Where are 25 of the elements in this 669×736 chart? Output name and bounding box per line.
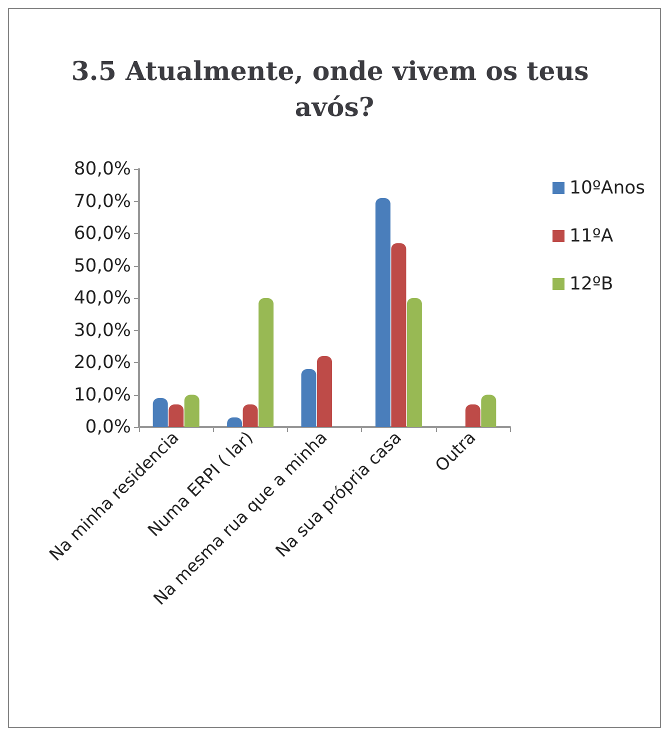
legend-label: 11ºA	[570, 226, 614, 246]
bar	[481, 394, 496, 427]
legend-label: 12ºB	[570, 274, 614, 294]
bar	[391, 243, 406, 427]
bar	[375, 198, 390, 427]
y-tick-label: 70,0%	[74, 190, 131, 212]
y-tick-label: 30,0%	[74, 320, 131, 341]
y-tick-label: 10,0%	[74, 384, 131, 406]
bar	[168, 404, 184, 427]
y-tick-label: 0,0%	[85, 416, 131, 438]
legend-label: 10ºAnos	[570, 178, 645, 198]
y-tick-label: 80,0%	[74, 158, 131, 180]
bar	[406, 298, 422, 427]
bar	[152, 398, 168, 427]
chart-title: 3.5 Atualmente, onde vivem os teus avós?	[71, 57, 598, 123]
bar	[317, 356, 332, 427]
y-tick-label: 40,0%	[74, 288, 131, 308]
y-tick-label: 50,0%	[74, 255, 131, 276]
bar	[184, 394, 200, 427]
bar	[242, 404, 258, 427]
bar	[465, 404, 480, 427]
bar	[258, 298, 274, 427]
y-tick-label: 60,0%	[74, 223, 131, 244]
bar	[301, 368, 316, 427]
y-tick-label: 20,0%	[74, 352, 131, 373]
